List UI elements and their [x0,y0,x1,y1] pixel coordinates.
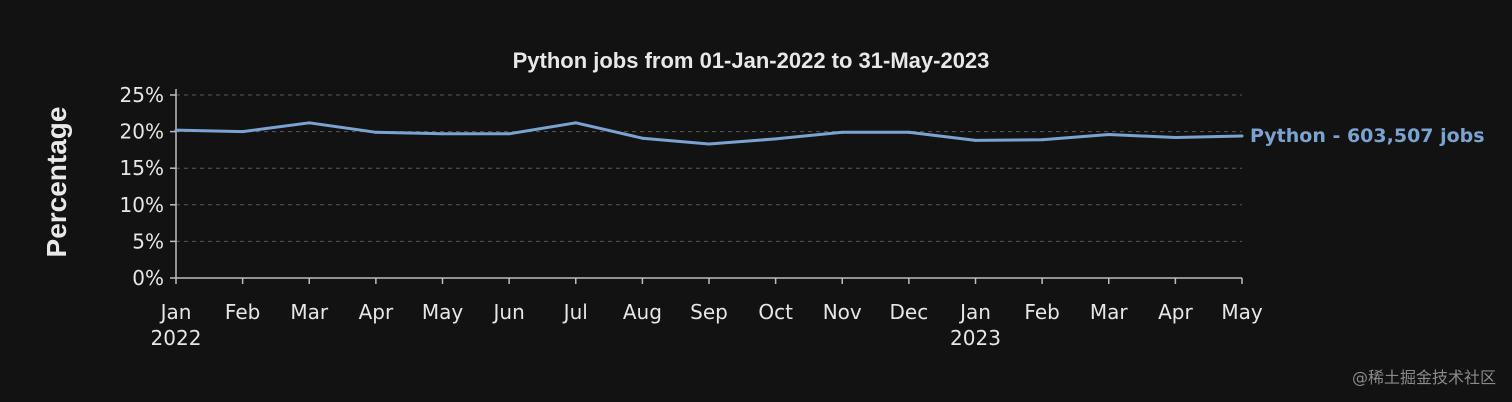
y-tick-label: 10% [120,193,164,217]
data-point [374,130,378,134]
watermark: @稀土掘金技术社区 [1351,368,1496,387]
y-tick-labels: 0% 5% 10% 15% 20% 25% [120,83,164,290]
y-axis-label: Percentage [41,107,72,258]
x-tick-label: Sep [690,300,728,324]
data-point [840,130,844,134]
data-point [907,130,911,134]
data-point [307,121,311,125]
x-tick-label: Dec [890,300,929,324]
data-point [1040,138,1044,142]
data-point [774,137,778,141]
x-tick-label: Jun [492,300,525,324]
x-tick-label: May [422,300,464,324]
grid-lines [176,94,1242,242]
x-tick-label: May [1221,300,1263,324]
x-tick-label: Jan [958,300,991,324]
x-tick-label: Oct [758,300,793,324]
data-point [640,136,644,140]
x-tick-label: Apr [359,300,394,324]
data-point [174,128,178,132]
data-point [574,121,578,125]
y-tick-label: 5% [132,229,164,253]
x-tick-label: Mar [1090,300,1129,324]
x-tick-label: Nov [823,300,862,324]
series-line-python [175,121,1243,146]
x-year-label: 2022 [151,326,202,350]
series-label: Python - 603,507 jobs [1250,125,1485,147]
y-tick-label: 20% [120,120,164,144]
axes [170,89,1243,284]
chart-title: Python jobs from 01-Jan-2022 to 31-May-2… [513,48,990,73]
x-tick-label: Feb [225,300,260,324]
data-point [441,132,444,136]
data-point [507,132,511,136]
x-tick-label: Feb [1024,300,1059,324]
data-point [707,142,711,146]
x-tick-label: Jan [159,300,192,324]
x-tick-label: Jul [562,300,588,324]
data-point [1107,133,1111,137]
x-tick-label: Apr [1158,300,1193,324]
data-point [1240,134,1244,138]
y-tick-label: 0% [132,266,164,290]
y-tick-label: 25% [120,83,164,107]
x-tick-labels: Jan Feb Mar Apr May Jun Jul Aug Sep Oct Nov Dec Jan F… [151,300,1263,350]
series-lines: Python - 603,507 jobs [174,121,1485,147]
y-tick-label: 15% [120,156,164,180]
data-point [974,138,977,142]
x-tick-label: Mar [290,300,329,324]
x-year-label: 2023 [950,326,1001,350]
data-point [241,130,245,134]
data-point [1173,135,1177,139]
x-tick-label: Aug [623,300,662,324]
